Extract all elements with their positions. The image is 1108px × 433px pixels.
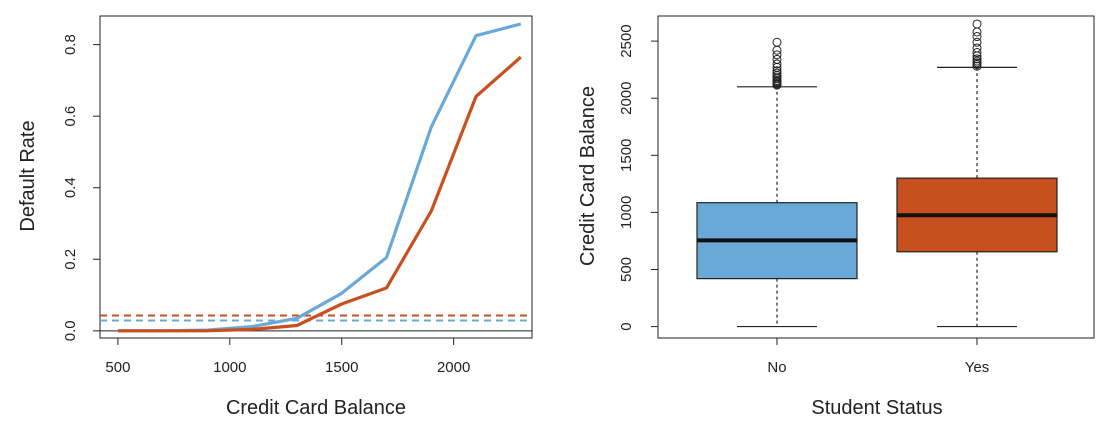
left-y-tick-label: 0.2 bbox=[62, 249, 79, 270]
outlier-point bbox=[972, 43, 982, 53]
left-y-tick-label: 0.6 bbox=[62, 106, 79, 127]
right-y-tick-label: 2000 bbox=[618, 82, 635, 115]
right-chart: 0 500 1000 1500 2000 2500 No Yes Student Status… bbox=[577, 15, 1095, 419]
right-plot-frame bbox=[657, 15, 1095, 339]
outlier-point bbox=[772, 59, 782, 69]
left-x-tick-label: 1000 bbox=[213, 359, 246, 376]
right-x-tick-label: Yes bbox=[965, 359, 989, 376]
right-plot-area: 0 500 1000 1500 2000 2500 No Yes bbox=[618, 15, 1095, 376]
outlier-point bbox=[972, 56, 982, 66]
outlier-point bbox=[972, 19, 982, 29]
outlier-point bbox=[972, 54, 982, 64]
outlier-point bbox=[772, 66, 782, 76]
outlier-point bbox=[772, 37, 782, 47]
left-x-tick-label: 2000 bbox=[437, 359, 470, 376]
left-x-tick-label: 1500 bbox=[325, 359, 358, 376]
outlier-point bbox=[972, 27, 982, 37]
right-y-tick-label: 500 bbox=[618, 257, 635, 282]
right-y-axis-title: Credit Card Balance bbox=[577, 86, 599, 266]
left-chart: 500 1000 1500 2000 0.0 0.2 0.4 0.6 0.8 Credit Ca… bbox=[17, 15, 533, 419]
left-plot-area: 500 1000 1500 2000 0.0 0.2 0.4 0.6 0.8 bbox=[62, 15, 533, 376]
right-x-tick-label: No bbox=[767, 359, 786, 376]
outlier-point bbox=[772, 54, 782, 64]
left-y-tick-label: 0.0 bbox=[62, 320, 79, 341]
left-y-tick-label: 0.4 bbox=[62, 177, 79, 198]
left-plot-frame bbox=[99, 15, 533, 339]
default-rate-line-nonstudent bbox=[117, 22, 522, 333]
right-y-tick-label: 1000 bbox=[618, 196, 635, 229]
default-rate-line-student bbox=[117, 55, 522, 333]
outlier-point bbox=[972, 32, 982, 42]
right-y-tick-label: 0 bbox=[618, 322, 635, 330]
outlier-point bbox=[772, 68, 782, 78]
outlier-point bbox=[972, 48, 982, 58]
right-x-axis-title: Student Status bbox=[811, 397, 942, 419]
left-y-tick-label: 0.8 bbox=[62, 34, 79, 55]
outlier-point bbox=[772, 45, 782, 55]
right-y-tick-label: 1500 bbox=[618, 139, 635, 172]
left-x-tick-label: 500 bbox=[105, 359, 130, 376]
outlier-point bbox=[972, 37, 982, 47]
left-y-axis-title: Default Rate bbox=[17, 120, 39, 231]
right-y-tick-label: 2500 bbox=[618, 24, 635, 57]
outlier-point bbox=[772, 50, 782, 60]
left-x-axis-title: Credit Card Balance bbox=[226, 397, 406, 419]
